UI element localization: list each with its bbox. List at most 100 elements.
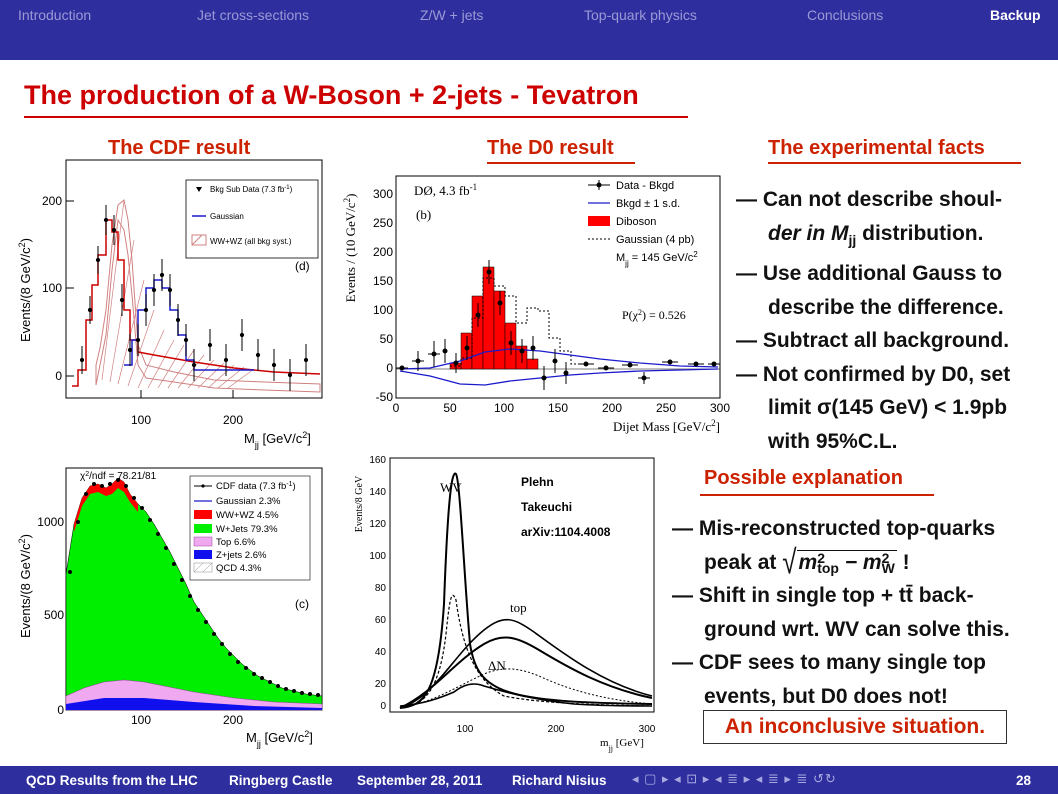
cdf-result-heading: The CDF result — [108, 137, 251, 159]
cdf-bottom-legend-qcd: QCD 4.3% — [216, 563, 262, 574]
svg-text:150: 150 — [548, 401, 568, 415]
fact-line-1: — Can not describe shoul- — [736, 188, 1003, 211]
svg-text:100: 100 — [373, 303, 393, 317]
nav-backup[interactable]: Backup — [990, 7, 1041, 23]
d0-legend-bkgd: Bkgd ± 1 s.d. — [616, 198, 680, 210]
cdf-top-legend: Bkg Sub Data (7.3 fb-1) Gaussian WW+WZ (… — [185, 179, 319, 259]
footer-talk-title: QCD Results from the LHC — [26, 773, 198, 788]
cdf-bottom-legend-gaussian: Gaussian 2.3% — [216, 496, 281, 507]
svg-text:250: 250 — [656, 401, 676, 415]
top-navigation-bar: Introduction Jet cross-sections Z/W + je… — [0, 0, 1058, 60]
cdf-bottom-data-points — [68, 478, 320, 697]
cdf-bottom-xticks: 100 200 — [131, 713, 243, 727]
fact-line-6: — Not confirmed by D0, set — [736, 362, 1011, 386]
cdf-bottom-legend-top: Top 6.6% — [216, 537, 256, 548]
svg-text:120: 120 — [369, 519, 386, 530]
svg-text:0: 0 — [55, 369, 62, 383]
cdf-bottom-yticks: 1000 500 0 — [37, 515, 64, 717]
plehn-yticks: 160 140 120 100 80 60 40 20 0 — [369, 455, 386, 712]
svg-text:40: 40 — [375, 647, 387, 658]
svg-text:1000: 1000 — [37, 515, 64, 529]
footer-venue: Ringberg Castle — [229, 773, 333, 788]
cdf-top-tickmarks — [66, 200, 234, 398]
nav-introduction[interactable]: Introduction — [18, 7, 92, 23]
nav-jet-cross-sections[interactable]: Jet cross-sections — [197, 7, 310, 23]
d0-top-gaussian-histogram — [450, 277, 585, 367]
facts-heading: The experimental facts — [768, 137, 985, 159]
plehn-ylabel: Events/8 GeV — [354, 475, 365, 532]
beamer-navigation-icons[interactable]: ◂ ▢ ▸ ◂ ⊡ ▸ ◂ ≣ ▸ ◂ ≣ ▸ ≣ ↺↻ — [632, 771, 837, 786]
cdf-top-ylabel: Events/(8 GeV/c2) — [17, 238, 33, 342]
plehn-top-solid-curve — [399, 636, 653, 709]
svg-text:200: 200 — [373, 245, 393, 259]
d0-top-bkgd-upper — [399, 348, 719, 370]
d0-top-xlabel: Dijet Mass [GeV/c2] — [613, 418, 720, 434]
explanation-line-3: — Shift in single top + tt̄ back- — [672, 584, 974, 607]
plehn-frame — [389, 457, 655, 713]
conclusion-box: An inconclusive situation. — [703, 710, 1007, 744]
plehn-xticks: 100 200 300 — [457, 724, 656, 735]
footer-page-number: 28 — [1016, 773, 1032, 788]
experimental-facts-list: — Can not describe shoul- der in Mjj dis… — [736, 183, 1058, 458]
nav-zw-jets[interactable]: Z/W + jets — [420, 7, 484, 23]
plehn-wv-label: WV — [440, 480, 462, 495]
svg-text:arXiv:1104.4008: arXiv:1104.4008 — [521, 525, 611, 539]
cdf-bottom-legend: CDF data (7.3 fb-1) Gaussian 2.3% WW+WZ … — [189, 475, 311, 581]
svg-text:0: 0 — [57, 703, 64, 717]
svg-text:150: 150 — [373, 274, 393, 288]
plehn-authors: Plehn Takeuchi arXiv:1104.4008 — [521, 475, 611, 539]
cdf-bottom-ylabel: Events/(8 GeV/c2) — [17, 534, 33, 638]
sqrt-symbol: √ — [782, 541, 797, 581]
explanation-line-5: — CDF sees to many single top — [672, 651, 986, 674]
explanation-heading-underline — [700, 494, 934, 496]
d0-result-heading: The D0 result — [487, 137, 614, 159]
svg-text:Takeuchi: Takeuchi — [521, 500, 572, 514]
cdf-top-yticks: 200 100 0 — [42, 194, 62, 383]
plehn-xlabel: mjj [GeV] — [600, 737, 644, 753]
d0-top-yticks: 300 250 200 150 100 50 0 -50 — [373, 187, 393, 404]
svg-text:100: 100 — [494, 401, 514, 415]
fact-line-4: describe the difference. — [768, 295, 1004, 319]
svg-text:0: 0 — [393, 401, 400, 415]
cdf-top-xticks: 100 200 — [131, 413, 243, 427]
cdf-bottom-chi2: χ2/ndf = 78.21/81 — [80, 471, 157, 483]
cdf-bottom-legend-wwwz: WW+WZ 4.5% — [216, 510, 279, 521]
cdf-bottom-legend-wjets: W+Jets 79.3% — [216, 524, 278, 535]
svg-text:80: 80 — [375, 583, 387, 594]
svg-text:-50: -50 — [376, 390, 394, 404]
svg-text:200: 200 — [602, 401, 622, 415]
explanation-heading: Possible explanation — [704, 467, 903, 489]
svg-text:200: 200 — [42, 194, 62, 208]
nav-conclusions[interactable]: Conclusions — [807, 7, 884, 23]
d0-heading-underline — [487, 162, 635, 164]
fact-line-2: der in Mjj distribution. — [768, 221, 984, 248]
svg-text:300: 300 — [639, 724, 656, 735]
cdf-bottom-zjets-area — [66, 698, 322, 710]
explanation-list: — Mis-reconstructed top-quarks peak at √… — [672, 512, 1058, 713]
svg-text:0: 0 — [380, 701, 386, 712]
d0-top-bkgd-lower — [399, 368, 719, 386]
d0-top-legend: Data - Bkgd Bkgd ± 1 s.d. Diboson Gaussi… — [588, 180, 698, 268]
cdf-bottom-xlabel: Mjj [GeV/c2] — [246, 729, 313, 749]
svg-text:200: 200 — [548, 724, 565, 735]
nav-top-quark-physics[interactable]: Top-quark physics — [584, 7, 697, 23]
svg-text:50: 50 — [380, 332, 394, 346]
cdf-top-legend-data: Bkg Sub Data (7.3 fb-1) — [210, 185, 293, 194]
plehn-dn-label: ΔN — [488, 658, 506, 673]
d0-legend-mass: Mjj = 145 GeV/c2 — [616, 250, 698, 268]
plehn-top-dotted-curve — [399, 668, 653, 709]
facts-heading-underline — [768, 162, 1021, 164]
svg-text:60: 60 — [375, 615, 387, 626]
d0-top-experiment-label: DØ, 4.3 fb-1 — [414, 182, 477, 198]
plehn-takeuchi-plot: WV top ΔN Plehn Takeuchi arXiv:1104.4008… — [354, 455, 656, 753]
d0-top-data-points — [396, 260, 720, 390]
cdf-top-legend-gaussian: Gaussian — [210, 212, 244, 221]
explanation-line-6: events, but D0 does not! — [704, 684, 948, 708]
d0-dijet-mass-plot: DØ, 4.3 fb-1 (b) Data - Bkgd Bkgd ± 1 s.… — [342, 175, 730, 434]
svg-text:20: 20 — [375, 679, 387, 690]
footer-date: September 28, 2011 — [357, 773, 483, 788]
explanation-line-4: ground wrt. WV can solve this. — [704, 617, 1010, 641]
explanation-line-1: — Mis-reconstructed top-quarks — [672, 517, 996, 540]
